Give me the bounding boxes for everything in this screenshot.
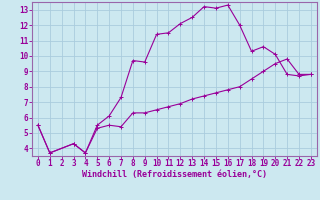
X-axis label: Windchill (Refroidissement éolien,°C): Windchill (Refroidissement éolien,°C) <box>82 170 267 179</box>
